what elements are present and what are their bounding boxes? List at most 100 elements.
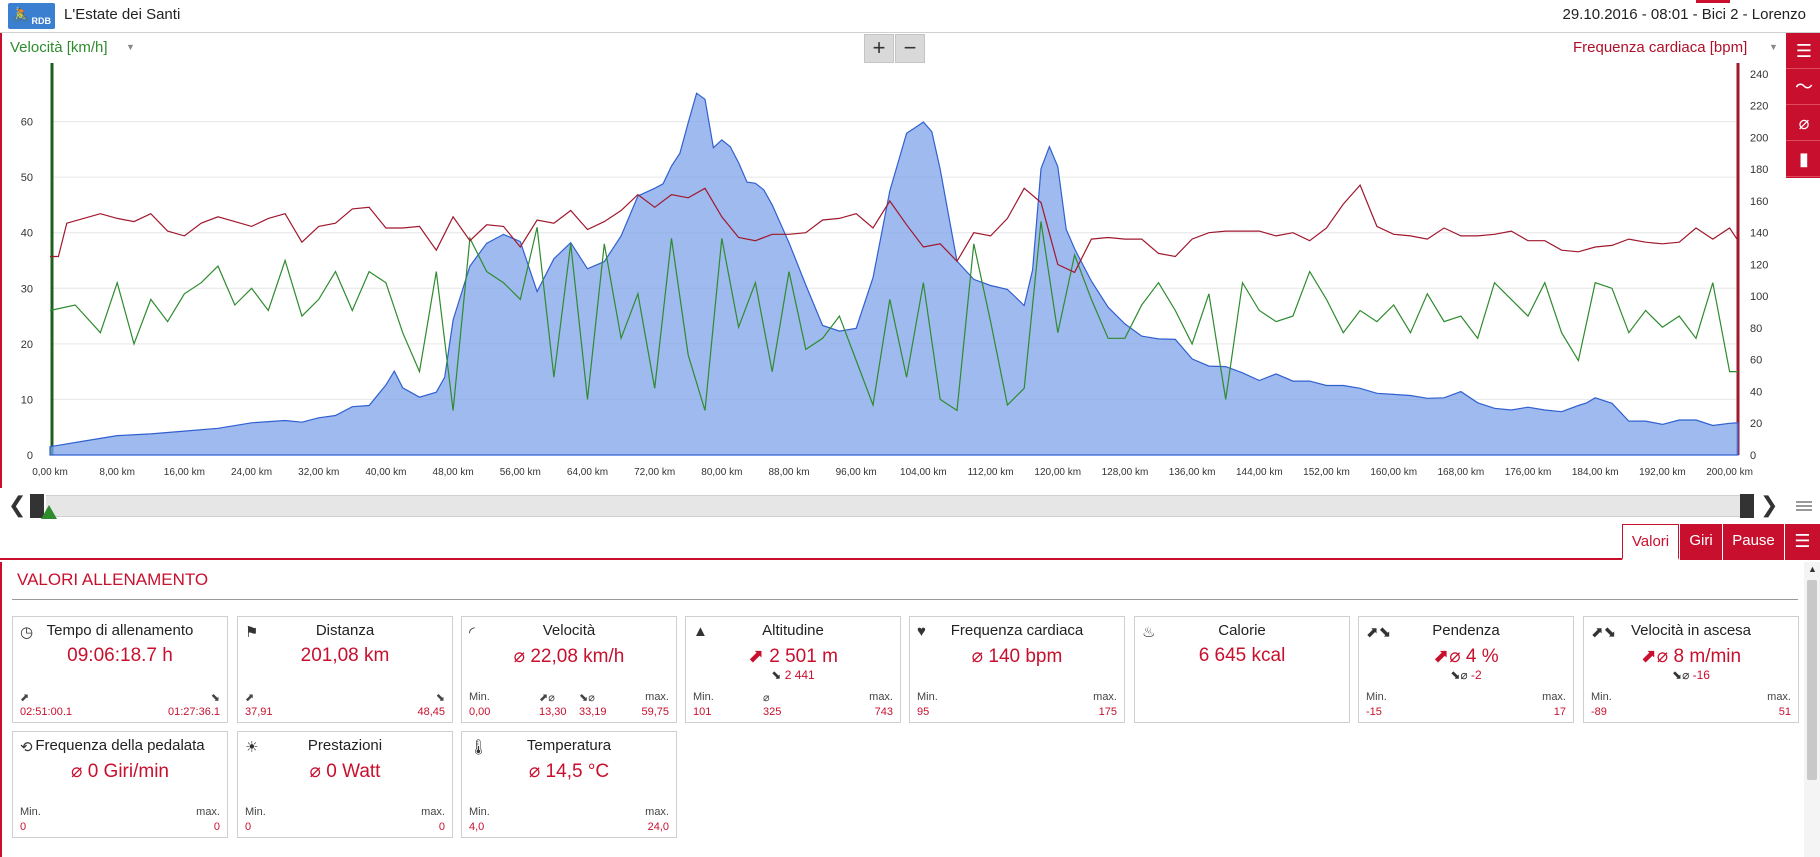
x-tick-label: 144,00 km (1236, 467, 1283, 478)
chart-canvas[interactable]: 0 10 20 30 40 50 60 0 20 40 60 80 100 120 140 160 180 200… (2, 33, 1786, 488)
card-title: Velocità in ascesa (1630, 622, 1752, 639)
stat-label: Min. (917, 691, 938, 703)
zoom-out-button[interactable]: − (895, 34, 925, 63)
stat-value: 48,45 (417, 706, 445, 718)
card-title: Calorie (1218, 622, 1266, 639)
signpost-icon: ⚑ (245, 624, 259, 641)
stat-label: ⬊⌀ (579, 692, 595, 704)
scroll-up-icon[interactable]: ▲ (1808, 564, 1817, 574)
mountain-icon: ▲ (693, 623, 708, 640)
stat-card: ♥ Frequenza cardiaca ⌀ 140 bpm Min. max. 95 1… (909, 616, 1125, 723)
range-track[interactable] (46, 495, 1740, 517)
position-marker[interactable] (41, 505, 57, 519)
card-title: Pendenza (1432, 622, 1500, 639)
bar-chart-icon[interactable]: ▮ (1786, 141, 1820, 177)
app-logo[interactable]: 🚴 RDB (8, 3, 55, 29)
stat-value: 101 (693, 706, 712, 718)
stat-value: 325 (763, 706, 782, 718)
heart-rate-line (50, 183, 1739, 274)
y-right-tick-label: 240 (1750, 69, 1768, 81)
thermometer-icon: 🌡 (469, 739, 489, 756)
y-right-tick-label: 100 (1750, 291, 1768, 303)
card-secondary-value: 2 441 (784, 668, 815, 682)
scroll-thumb[interactable] (1807, 580, 1817, 780)
scrub-prev-icon[interactable]: ❮ (8, 492, 27, 517)
stat-value: 0 (438, 821, 445, 833)
stat-label: max. (1767, 691, 1791, 703)
stat-label: ⬈ (245, 692, 255, 704)
stat-card: ☀ Prestazioni ⌀ 0 Watt Min. max. 0 0 (237, 731, 453, 838)
card-secondary-value: -16 (1692, 668, 1710, 682)
stat-label: ⬈ (20, 692, 30, 704)
stat-label: max. (1093, 691, 1117, 703)
card-stat-values: 37,91 48,45 (245, 706, 445, 720)
stat-value: 02:51:00.1 (20, 706, 72, 718)
session-info[interactable]: 29.10.2016 - 08:01 - Bici 2 - Lorenzo (1562, 6, 1807, 23)
x-tick-label: 104,00 km (900, 467, 947, 478)
stat-label: max. (869, 691, 893, 703)
zoom-in-button[interactable]: + (864, 34, 894, 63)
stat-card: ♨ Calorie 6 645 kcal (1134, 616, 1350, 723)
bike-icon: 🚴 (12, 6, 30, 22)
stat-value: 0,00 (469, 706, 491, 718)
y-right-tick-label: 80 (1750, 323, 1762, 335)
heart-icon: ♥ (917, 623, 926, 640)
card-value: ⌀ 140 bpm (971, 646, 1063, 667)
x-tick-label: 176,00 km (1505, 467, 1552, 478)
left-dropdown-icon[interactable]: ▼ (126, 42, 135, 52)
card-stat-labels: Min. max. (1591, 691, 1791, 705)
divider (12, 599, 1798, 600)
stat-value: 51 (1778, 706, 1791, 718)
left-series-selector[interactable]: Velocità [km/h] (10, 39, 108, 56)
panel-scrollbar[interactable]: ▲ (1804, 562, 1820, 857)
tab-giri[interactable]: Giri (1679, 524, 1722, 560)
slope-icon: ⬈⬊ (1366, 624, 1392, 641)
line-chart-icon[interactable]: 〜 (1786, 69, 1820, 105)
stat-value: 0 (213, 821, 220, 833)
list-icon[interactable]: ☰ (1786, 33, 1820, 69)
stat-value: 24,0 (647, 821, 669, 833)
scrubber-menu-icon[interactable] (1796, 501, 1812, 511)
tab-valori[interactable]: Valori (1622, 524, 1679, 560)
x-tick-label: 184,00 km (1572, 467, 1619, 478)
card-stat-labels: Min. max. (20, 806, 220, 820)
card-title: Frequenza cardiaca (950, 622, 1084, 639)
workout-title: L'Estate dei Santi (64, 6, 181, 23)
y-right-tick-label: 220 (1750, 101, 1768, 113)
altitude-area (49, 92, 1739, 456)
stat-card: ⬈⬊ Velocità in ascesa ⬈⌀ 8 m/min ⬊⌀ -16 Min.… (1583, 616, 1799, 723)
stat-label: ⬈⌀ (539, 692, 555, 704)
range-end-handle[interactable] (1740, 494, 1754, 518)
card-value: ⬈⌀ 4 % (1433, 646, 1499, 667)
y-right-tick-label: 160 (1750, 196, 1768, 208)
stat-label: Min. (469, 806, 490, 818)
x-tick-label: 120,00 km (1034, 467, 1081, 478)
y-right-tick-label: 200 (1750, 132, 1768, 144)
cadence-icon: ⟲ (20, 739, 33, 756)
session-indicator (1696, 0, 1730, 3)
card-secondary-label: ⬊ (771, 668, 782, 682)
range-start-handle[interactable] (30, 494, 44, 518)
x-tick-label: 56,00 km (500, 467, 541, 478)
stat-label: Min. (245, 806, 266, 818)
tab-list-icon[interactable]: ☰ (1784, 524, 1820, 560)
x-tick-label: 152,00 km (1303, 467, 1350, 478)
right-dropdown-icon[interactable]: ▼ (1769, 42, 1778, 52)
card-title: Frequenza della pedalata (35, 737, 205, 754)
tab-pause[interactable]: Pause (1722, 524, 1784, 560)
average-icon[interactable]: ⌀ (1786, 105, 1820, 141)
chart-panel: 0 10 20 30 40 50 60 0 20 40 60 80 100 120 140 160 180 200… (0, 33, 1820, 488)
x-tick-label: 88,00 km (768, 467, 809, 478)
scrub-next-icon[interactable]: ❯ (1760, 492, 1779, 517)
stat-card: ⬈⬊ Pendenza ⬈⌀ 4 % ⬊⌀ -2 Min. max. -15 17 (1358, 616, 1574, 723)
card-stat-labels: Min. ⌀ max. (693, 691, 893, 705)
card-title: Prestazioni (307, 737, 383, 754)
y-left-tick-label: 50 (21, 172, 33, 184)
card-stat-labels: ⬈ ⬊ (245, 691, 445, 705)
section-title: VALORI ALLENAMENTO (17, 570, 209, 589)
card-secondary: ⬊⌀ -16 (1584, 668, 1798, 682)
card-value: ⌀ 22,08 km/h (513, 646, 625, 667)
right-series-selector[interactable]: Frequenza cardiaca [bpm] (1573, 39, 1748, 56)
card-secondary: ⬊ 2 441 (686, 668, 900, 682)
